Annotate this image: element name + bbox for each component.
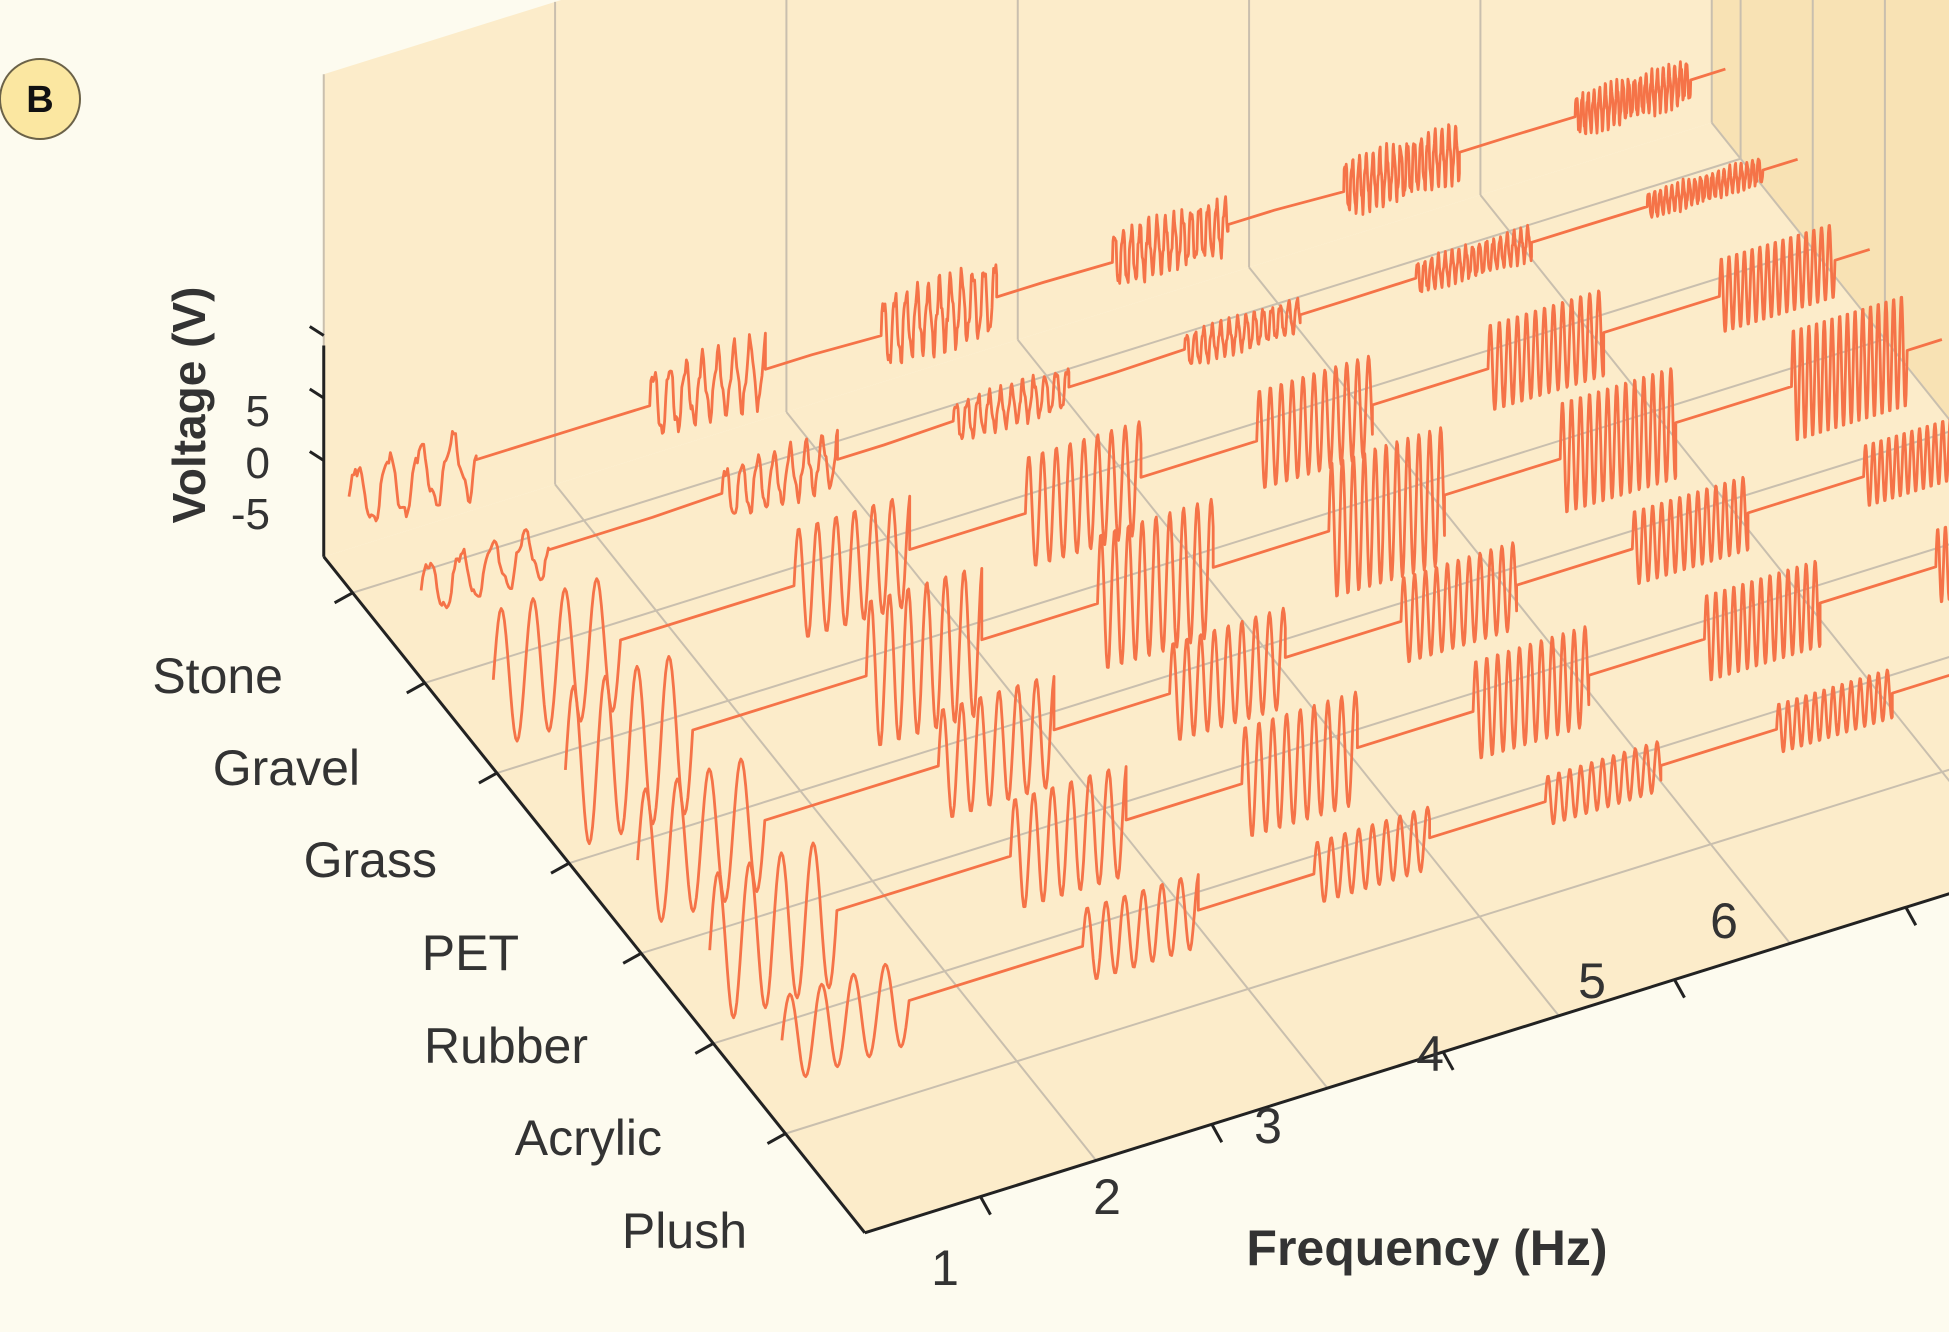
x-tick-label: 5 xyxy=(1578,953,1606,1009)
x-tick xyxy=(1210,1123,1224,1143)
grid-line xyxy=(785,768,1949,1135)
series-line-stone xyxy=(347,60,1726,523)
category-tick xyxy=(478,771,498,785)
series-line-rubber xyxy=(636,418,1949,923)
series-line-pet xyxy=(564,295,1943,846)
series-line-plush xyxy=(780,668,1949,1078)
grid-line xyxy=(1248,266,1791,945)
x-tick-label: 1 xyxy=(931,1240,959,1296)
category-label: PET xyxy=(422,925,519,981)
z-tick-label: -5 xyxy=(231,490,270,539)
x-tick-label: 2 xyxy=(1093,1169,1121,1225)
x-tick xyxy=(1441,1051,1455,1071)
series-line-gravel xyxy=(419,157,1799,610)
category-tick xyxy=(694,1042,715,1055)
category-tick xyxy=(766,1132,787,1145)
z-axis-title: Voltage (V) xyxy=(163,287,215,524)
x-tick-label: 6 xyxy=(1710,893,1738,949)
grid-line xyxy=(1710,122,1949,421)
x-axis-title: Frequency (Hz) xyxy=(1246,1220,1607,1276)
axes xyxy=(308,325,1949,1235)
x-axis-line xyxy=(864,892,1949,1235)
category-tick xyxy=(406,681,426,695)
category-axis-line xyxy=(322,555,866,1234)
panel-label-badge xyxy=(0,58,81,140)
series-line-grass xyxy=(491,223,1871,743)
x-tick-label: 4 xyxy=(1416,1026,1444,1082)
category-label: Plush xyxy=(622,1203,747,1259)
category-tick xyxy=(333,591,354,605)
series-line-acrylic xyxy=(708,525,1949,1020)
grid-line xyxy=(1016,339,1560,1017)
z-tick xyxy=(308,450,325,462)
x-tick xyxy=(1673,978,1686,999)
side-wall xyxy=(1711,0,1949,420)
x-tick xyxy=(1904,906,1918,926)
x-tick xyxy=(979,1195,992,1216)
category-label: Gravel xyxy=(213,740,360,796)
z-tick xyxy=(308,387,325,400)
category-label: Rubber xyxy=(424,1018,588,1074)
grid-line xyxy=(554,483,1097,1162)
category-label: Grass xyxy=(304,832,437,888)
z-tick-label: 0 xyxy=(246,439,270,488)
panel-label: B xyxy=(26,79,53,121)
floor-pane xyxy=(323,122,1949,1233)
grid-line xyxy=(352,157,1741,594)
category-tick xyxy=(550,861,570,875)
x-tick-label: 3 xyxy=(1254,1098,1282,1154)
signal-traces xyxy=(347,60,1949,1078)
category-label: Acrylic xyxy=(515,1110,662,1166)
category-label: Stone xyxy=(152,648,283,704)
z-tick-label: 5 xyxy=(246,387,270,436)
z-tick xyxy=(308,325,325,337)
category-tick xyxy=(622,952,642,965)
